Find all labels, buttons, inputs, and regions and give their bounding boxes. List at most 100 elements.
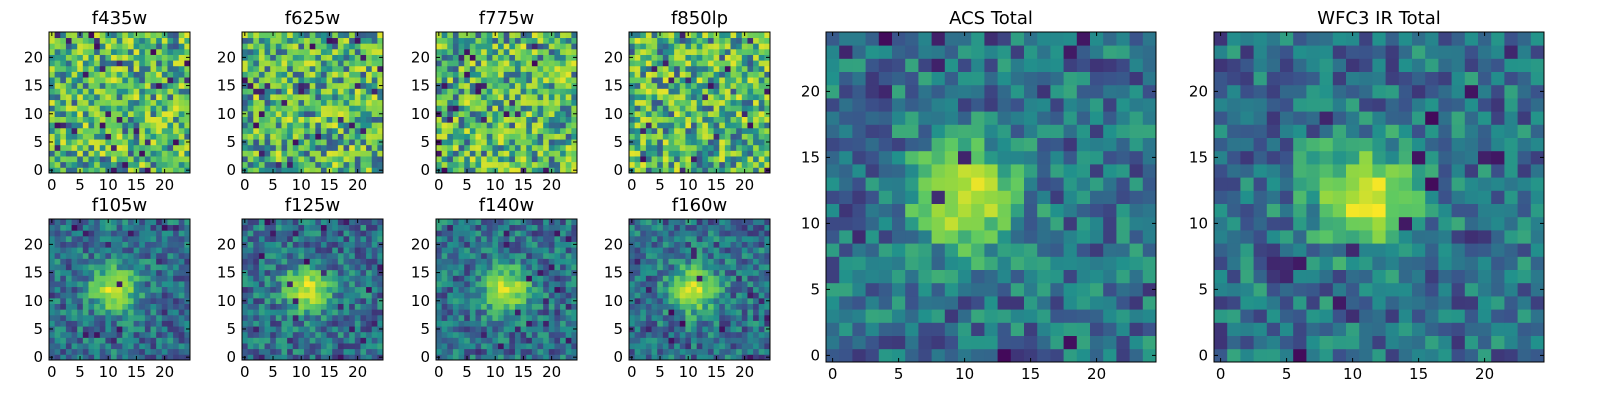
heatmap-cell <box>674 320 681 327</box>
heatmap-cell <box>337 269 344 276</box>
heatmap-cell <box>707 354 714 361</box>
heatmap-cell <box>60 269 67 276</box>
heatmap-cell <box>464 314 471 321</box>
heatmap-cell <box>719 150 726 157</box>
heatmap-cell <box>54 286 61 293</box>
heatmap-cell <box>88 331 95 338</box>
heatmap-cell <box>436 88 443 95</box>
heatmap-cell <box>82 43 89 50</box>
heatmap-cell <box>707 54 714 61</box>
heatmap-cell <box>111 99 118 106</box>
heatmap-cell <box>99 331 106 338</box>
heatmap-cell <box>554 77 561 84</box>
heatmap-cell <box>309 292 316 299</box>
heatmap-cell <box>537 230 544 237</box>
heatmap-cell <box>503 32 510 39</box>
heatmap-cell <box>99 48 106 55</box>
heatmap-cell <box>309 354 316 361</box>
heatmap-cell <box>565 60 572 67</box>
heatmap-cell <box>247 309 254 316</box>
heatmap-cell <box>560 167 567 174</box>
heatmap-cell <box>258 110 265 117</box>
heatmap-cell <box>481 264 488 271</box>
heatmap-cell <box>247 65 254 72</box>
heatmap-cell <box>503 224 510 231</box>
heatmap-cell <box>436 224 443 231</box>
heatmap-cell <box>343 292 350 299</box>
heatmap-cell <box>60 281 67 288</box>
heatmap-cell <box>377 77 384 84</box>
heatmap-cell <box>668 286 675 293</box>
heatmap-cell <box>94 241 101 248</box>
heatmap-cell <box>452 337 459 344</box>
heatmap-cell <box>452 32 459 39</box>
heatmap-cell <box>247 116 254 123</box>
heatmap-cell <box>464 235 471 242</box>
heatmap-cell <box>82 156 89 163</box>
heatmap-cell <box>337 77 344 84</box>
heatmap-cell <box>685 116 692 123</box>
heatmap-cell <box>99 314 106 321</box>
heatmap-cell <box>719 167 726 174</box>
heatmap-cell <box>679 48 686 55</box>
heatmap-cell <box>65 127 72 134</box>
heatmap-cell <box>264 161 271 168</box>
heatmap-cell <box>127 348 134 355</box>
heatmap-cell <box>60 77 67 84</box>
heatmap-cell <box>486 331 493 338</box>
heatmap-cell <box>242 303 249 310</box>
heatmap-cell <box>337 348 344 355</box>
heatmap-cell <box>629 88 636 95</box>
heatmap-cell <box>343 77 350 84</box>
heatmap-cell <box>247 54 254 61</box>
heatmap-cell <box>144 331 151 338</box>
heatmap-cell <box>758 354 765 361</box>
heatmap-cell <box>156 88 163 95</box>
heatmap-cell <box>498 235 505 242</box>
heatmap-cell <box>475 150 482 157</box>
heatmap-cell <box>264 348 271 355</box>
heatmap-cell <box>713 156 720 163</box>
heatmap-cell <box>337 286 344 293</box>
heatmap-cell <box>88 48 95 55</box>
heatmap-cell <box>707 105 714 112</box>
heatmap-cell <box>54 230 61 237</box>
heatmap-cell <box>275 314 282 321</box>
heatmap-cell <box>161 320 168 327</box>
heatmap-cell <box>144 139 151 146</box>
heatmap-cell <box>127 32 134 39</box>
heatmap-cell <box>651 60 658 67</box>
heatmap-cell <box>99 82 106 89</box>
heatmap-cell <box>292 94 299 101</box>
heatmap-cell <box>436 65 443 72</box>
heatmap-cell <box>360 150 367 157</box>
heatmap-cell <box>469 122 476 129</box>
heatmap-cell <box>702 48 709 55</box>
heatmap-cell <box>315 320 322 327</box>
heatmap-cell <box>486 258 493 265</box>
heatmap-cell <box>71 241 78 248</box>
heatmap-cell <box>247 275 254 282</box>
heatmap-cell <box>492 309 499 316</box>
heatmap-cell <box>668 48 675 55</box>
heatmap-cell <box>640 331 647 338</box>
heatmap-cell <box>736 297 743 304</box>
heatmap-cell <box>503 292 510 299</box>
heatmap-cell <box>242 292 249 299</box>
heatmap-cell <box>475 264 482 271</box>
heatmap-cell <box>82 144 89 151</box>
heatmap-cell <box>736 43 743 50</box>
heatmap-cell <box>679 275 686 282</box>
heatmap-cell <box>657 309 664 316</box>
heatmap-cell <box>702 167 709 174</box>
heatmap-cell <box>111 275 118 282</box>
heatmap-cell <box>458 230 465 237</box>
heatmap-cell <box>696 88 703 95</box>
heatmap-cell <box>668 156 675 163</box>
heatmap-cell <box>326 252 333 259</box>
heatmap-cell <box>275 275 282 282</box>
heatmap-cell <box>520 297 527 304</box>
heatmap-cell <box>758 286 765 293</box>
heatmap-cell <box>71 65 78 72</box>
